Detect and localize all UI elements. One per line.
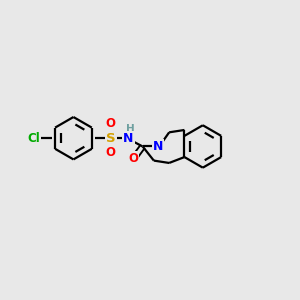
- Text: Cl: Cl: [28, 132, 40, 145]
- Text: O: O: [106, 117, 116, 130]
- Text: O: O: [106, 146, 116, 159]
- Text: O: O: [128, 152, 138, 165]
- Text: S: S: [106, 132, 116, 145]
- Text: N: N: [123, 132, 134, 145]
- Text: N: N: [153, 140, 163, 153]
- Text: H: H: [126, 124, 134, 134]
